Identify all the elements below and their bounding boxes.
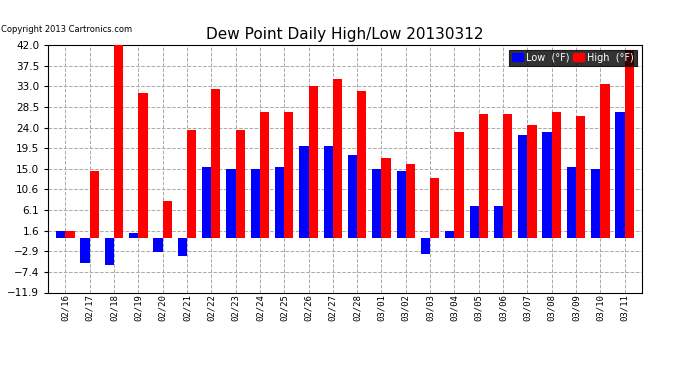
Bar [56,231,66,238]
Legend: Low  (°F), High  (°F): Low (°F), High (°F) [509,50,637,66]
Bar [348,155,357,238]
Bar [624,50,634,238]
Bar [275,166,284,238]
Bar [178,238,187,256]
Bar [129,233,138,238]
Bar [211,88,221,238]
Bar [503,114,512,238]
Bar [163,201,172,238]
Bar [202,166,211,238]
Bar [382,158,391,238]
Title: Dew Point Daily High/Low 20130312: Dew Point Daily High/Low 20130312 [206,27,484,42]
Bar [138,93,148,238]
Bar [66,231,75,238]
Bar [153,238,163,252]
Bar [552,112,561,238]
Bar [566,166,576,238]
Bar [455,132,464,238]
Bar [260,112,269,238]
Bar [226,169,235,238]
Bar [299,146,308,238]
Bar [235,130,245,238]
Bar [518,135,527,238]
Bar [250,169,260,238]
Bar [600,84,609,238]
Bar [527,125,537,238]
Bar [105,238,114,266]
Bar [397,171,406,238]
Bar [445,231,455,238]
Bar [284,112,293,238]
Bar [187,130,196,238]
Bar [357,91,366,238]
Bar [372,169,382,238]
Bar [615,112,624,238]
Bar [406,164,415,238]
Bar [308,86,318,238]
Bar [576,116,585,238]
Bar [591,169,600,238]
Bar [114,45,124,238]
Bar [324,146,333,238]
Bar [81,238,90,263]
Bar [333,80,342,238]
Bar [90,171,99,238]
Bar [542,132,552,238]
Bar [494,206,503,238]
Text: Copyright 2013 Cartronics.com: Copyright 2013 Cartronics.com [1,25,132,34]
Bar [430,178,440,238]
Bar [421,238,430,254]
Bar [469,206,479,238]
Bar [479,114,488,238]
